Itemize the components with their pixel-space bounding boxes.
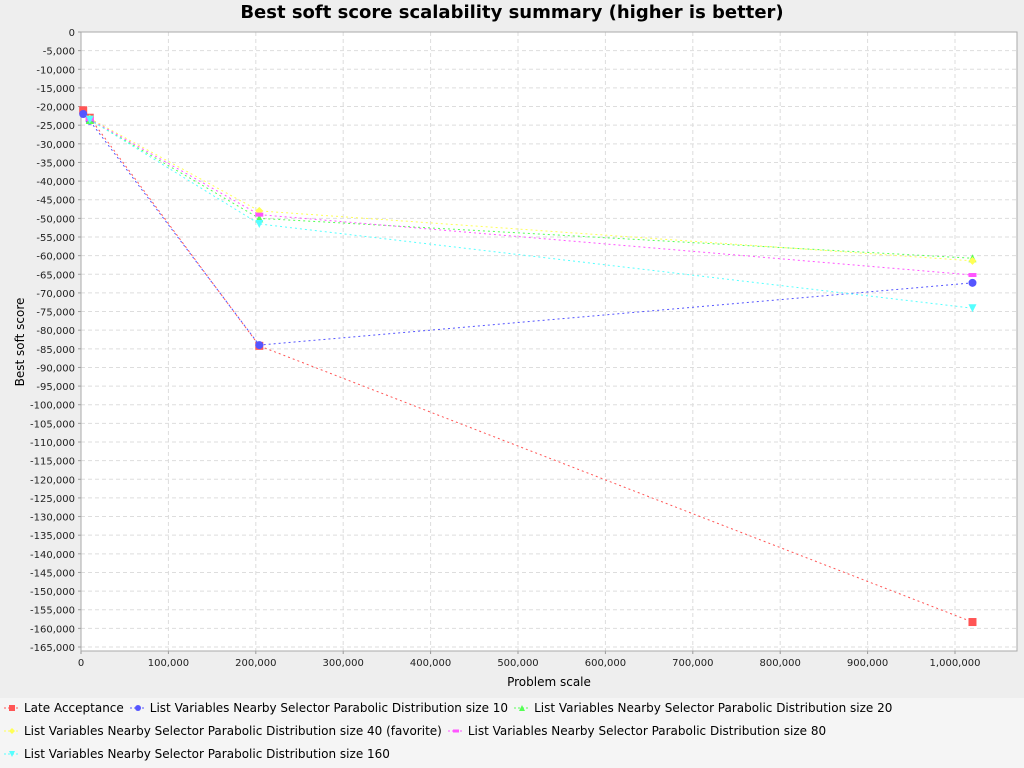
legend-diamond-icon	[4, 728, 20, 734]
y-tick-label: -150,000	[30, 587, 75, 598]
y-axis-label: Best soft score	[13, 298, 27, 387]
data-point	[968, 278, 977, 287]
y-tick-label: -160,000	[30, 624, 75, 635]
y-tick-label: -110,000	[30, 438, 75, 449]
y-tick-label: -30,000	[36, 140, 75, 151]
x-tick-label: 1,000,000	[930, 658, 981, 669]
legend: Late Acceptance List Variables Nearby Sel…	[0, 698, 1024, 768]
y-tick-label: -55,000	[36, 233, 75, 244]
legend-item: List Variables Nearby Selector Parabolic…	[129, 701, 509, 715]
x-tick-label: 400,000	[410, 658, 451, 669]
legend-item: Late Acceptance	[4, 701, 124, 715]
legend-label: List Variables Nearby Selector Parabolic…	[149, 701, 509, 715]
chart-title: Best soft score scalability summary (hig…	[240, 2, 784, 23]
data-point	[79, 110, 88, 118]
y-tick-label: -60,000	[36, 252, 75, 263]
legend-label: List Variables Nearby Selector Parabolic…	[24, 747, 390, 761]
y-tick-label: -20,000	[36, 103, 75, 114]
y-tick-label: -95,000	[36, 382, 75, 393]
chart-plot: 0 -5,000 -10,000 -15,000 -20,000 -25,000 -30,0…	[13, 28, 1018, 689]
legend-rect-wide-icon	[447, 729, 464, 733]
data-point	[255, 212, 264, 217]
y-tick-label: -105,000	[30, 419, 75, 430]
y-tick-label: -65,000	[36, 270, 75, 281]
x-tick-label: 700,000	[672, 658, 713, 669]
y-tick-label: -130,000	[30, 513, 75, 524]
legend-label: List Variables Nearby Selector Parabolic…	[534, 701, 893, 715]
legend-row: Late Acceptance List Variables Nearby Sel…	[4, 698, 898, 718]
legend-label: Late Acceptance	[24, 701, 124, 715]
x-tick-label: 500,000	[497, 658, 538, 669]
x-tick-label: 0	[78, 658, 84, 669]
data-point	[85, 115, 94, 124]
y-tick-label: -85,000	[36, 345, 75, 356]
y-tick-label: -25,000	[36, 121, 75, 132]
legend-triangle-up-icon	[514, 705, 531, 711]
legend-label: List Variables Nearby Selector Parabolic…	[24, 724, 442, 738]
plot-area	[81, 32, 1017, 651]
y-tick-label: -115,000	[30, 457, 75, 468]
x-tick-label: 600,000	[585, 658, 626, 669]
data-point	[255, 219, 264, 228]
y-tick-label: -40,000	[36, 177, 75, 188]
data-series	[79, 106, 977, 627]
y-tick-label: 0	[69, 28, 75, 39]
y-tick-label: -50,000	[36, 214, 75, 225]
series-5	[85, 115, 977, 313]
legend-item: List Variables Nearby Selector Parabolic…	[447, 724, 827, 738]
x-tick-label: 300,000	[323, 658, 364, 669]
y-tick-label: -5,000	[43, 47, 75, 58]
legend-item: List Variables Nearby Selector Parabolic…	[514, 701, 892, 715]
x-axis-label: Problem scale	[507, 675, 591, 689]
y-tick-label: -140,000	[30, 550, 75, 561]
y-tick-label: -15,000	[36, 84, 75, 95]
y-tick-label: -35,000	[36, 158, 75, 169]
y-tick-label: -135,000	[30, 531, 75, 542]
y-tick-label: -125,000	[30, 494, 75, 505]
legend-row: List Variables Nearby Selector Parabolic…	[4, 721, 832, 741]
data-point	[255, 341, 264, 350]
y-tick-label: -145,000	[30, 568, 75, 579]
y-tick-label: -90,000	[36, 363, 75, 374]
axes: 0 -5,000 -10,000 -15,000 -20,000 -25,000 -30,0…	[30, 28, 1018, 669]
legend-item: List Variables Nearby Selector Parabolic…	[4, 747, 390, 761]
data-point	[968, 304, 977, 313]
legend-circle-icon	[129, 705, 146, 711]
y-tick-label: -10,000	[36, 65, 75, 76]
y-tick-label: -155,000	[30, 606, 75, 617]
data-point	[968, 273, 977, 278]
data-point	[968, 256, 977, 265]
y-tick-label: -80,000	[36, 326, 75, 337]
y-tick-label: -120,000	[30, 475, 75, 486]
x-tick-label: 800,000	[760, 658, 801, 669]
legend-triangle-down-icon	[4, 751, 20, 757]
legend-label: List Variables Nearby Selector Parabolic…	[467, 724, 827, 738]
legend-row: List Variables Nearby Selector Parabolic…	[4, 744, 396, 764]
y-tick-label: -165,000	[30, 643, 75, 654]
y-tick-label: -45,000	[36, 196, 75, 207]
legend-square-icon	[4, 705, 20, 711]
data-point	[968, 618, 977, 627]
legend-item: List Variables Nearby Selector Parabolic…	[4, 724, 442, 738]
x-tick-label: 900,000	[847, 658, 888, 669]
y-tick-label: -70,000	[36, 289, 75, 300]
y-tick-label: -100,000	[30, 401, 75, 412]
y-tick-label: -75,000	[36, 308, 75, 319]
x-tick-label: 200,000	[235, 658, 276, 669]
x-tick-label: 100,000	[148, 658, 189, 669]
